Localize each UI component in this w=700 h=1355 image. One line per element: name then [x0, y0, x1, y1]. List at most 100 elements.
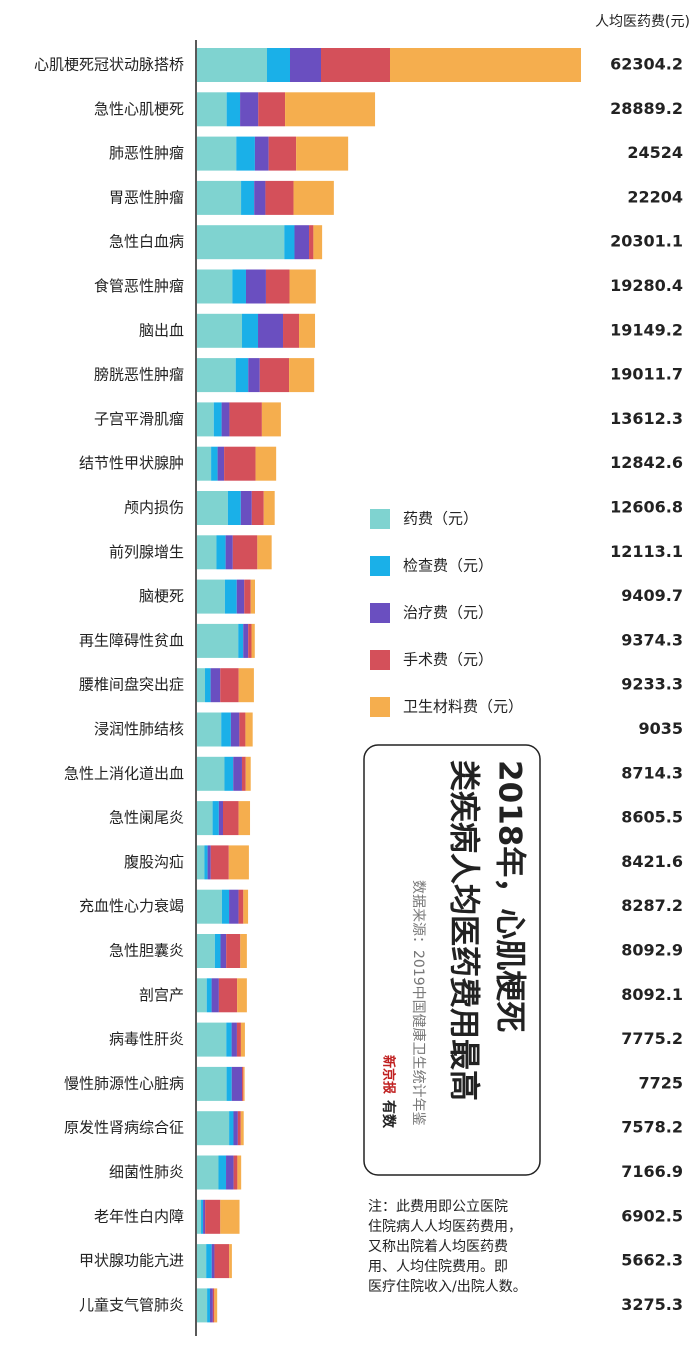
- category-label: 前列腺增生: [109, 543, 184, 561]
- logo: 新京报: [381, 1055, 397, 1095]
- category-label: 充血性心力衰竭: [79, 897, 184, 915]
- total-label: 62304.2: [610, 55, 683, 74]
- bar-segment: [224, 579, 237, 614]
- bar-segment: [197, 934, 215, 968]
- bar-segment: [233, 756, 242, 791]
- legend-label: 检查费（元）: [403, 557, 493, 575]
- bar-segment: [320, 48, 390, 82]
- bar-segment: [241, 756, 246, 791]
- bar-segment: [236, 136, 255, 171]
- bar-segment: [237, 1111, 241, 1146]
- bar-segment: [240, 1111, 244, 1146]
- bar-segment: [231, 1066, 243, 1101]
- logo: 有数: [380, 1100, 397, 1129]
- note-line: 用、人均住院费用。即: [368, 1259, 508, 1275]
- bar-segment: [268, 136, 297, 171]
- bar-segment: [203, 1199, 206, 1234]
- bar-segment: [389, 48, 581, 82]
- total-label: 7725: [638, 1073, 683, 1092]
- total-label: 8605.5: [621, 808, 683, 827]
- bar-segment: [266, 48, 290, 82]
- total-label: 9409.7: [621, 586, 683, 605]
- bar-segment: [236, 1022, 241, 1057]
- bar-segment: [214, 1244, 230, 1279]
- bar-segment: [237, 978, 247, 1013]
- bar-segment: [293, 180, 334, 215]
- legend-swatch: [370, 697, 390, 717]
- legend-swatch: [370, 556, 390, 576]
- bar-segment: [197, 1199, 202, 1234]
- bar-segment: [250, 579, 255, 614]
- bar-segment: [216, 535, 226, 570]
- bar-segment: [240, 1022, 245, 1057]
- bar-segment: [220, 668, 239, 703]
- bar-segment: [258, 313, 284, 348]
- bar-segment: [197, 845, 205, 880]
- total-label: 8287.2: [621, 896, 683, 915]
- bar-segment: [233, 1155, 238, 1190]
- bar-segment: [243, 889, 249, 924]
- total-label: 20301.1: [610, 232, 683, 251]
- bar-segment: [206, 1244, 212, 1279]
- category-label: 脑梗死: [139, 587, 184, 605]
- bar-segment: [226, 1066, 232, 1101]
- title-box: [363, 744, 541, 1176]
- bar-segment: [229, 1244, 232, 1279]
- total-label: 3275.3: [621, 1295, 683, 1314]
- bar-segment: [230, 712, 240, 747]
- bar-segment: [229, 1111, 234, 1146]
- bar-segment: [214, 1288, 218, 1323]
- total-label: 12606.8: [610, 498, 683, 517]
- bar-segment: [220, 1199, 240, 1234]
- bar-segment: [289, 269, 316, 304]
- bar-segment: [248, 358, 260, 393]
- bar-segment: [238, 623, 244, 658]
- bar-segment: [214, 934, 221, 968]
- category-label: 急性胆囊炎: [109, 942, 184, 960]
- category-label: 急性阑尾炎: [109, 809, 184, 827]
- bar-segment: [213, 402, 222, 437]
- bar-segment: [240, 934, 247, 968]
- bar-segment: [254, 180, 266, 215]
- total-label: 8714.3: [621, 763, 683, 782]
- note-line: 住院病人人均医药费用，: [368, 1219, 522, 1235]
- bar-segment: [197, 1155, 219, 1190]
- bar-segment: [218, 801, 223, 836]
- bar-segment: [284, 225, 295, 260]
- bar-segment: [209, 1288, 213, 1323]
- bar-segment: [236, 579, 245, 614]
- legend-label: 手术费（元）: [403, 651, 493, 669]
- bar-segment: [197, 358, 236, 393]
- category-label: 胃恶性肿瘤: [109, 188, 184, 206]
- bar-segment: [265, 180, 294, 215]
- total-label: 12113.1: [610, 542, 683, 561]
- bar-segment: [240, 92, 259, 127]
- bar-segment: [244, 579, 251, 614]
- bar-segment: [224, 446, 256, 481]
- bar-segment: [263, 491, 275, 525]
- bar-segment: [197, 1288, 208, 1323]
- bar-segment: [289, 358, 315, 393]
- category-label: 细菌性肺炎: [109, 1163, 184, 1181]
- bar-segment: [238, 889, 244, 924]
- bar-segment: [197, 92, 227, 127]
- bar-segment: [222, 801, 239, 836]
- bar-segment: [240, 491, 252, 525]
- bar-segment: [197, 579, 225, 614]
- bar-segment: [226, 92, 241, 127]
- bar-segment: [220, 934, 227, 968]
- bar-segment: [218, 978, 238, 1013]
- category-label: 急性白血病: [109, 233, 184, 251]
- bar-segment: [207, 1288, 210, 1323]
- bar-segment: [205, 1199, 221, 1234]
- category-label: 剖宫产: [139, 986, 184, 1004]
- bar-segment: [197, 269, 233, 304]
- total-label: 8421.6: [621, 852, 683, 871]
- category-label: 腹股沟疝: [124, 853, 184, 871]
- total-label: 6902.5: [621, 1206, 683, 1225]
- title-line: 2018年，心肌梗死: [492, 760, 528, 1032]
- bar-segment: [197, 402, 214, 437]
- bar-segment: [211, 978, 219, 1013]
- bar-segment: [211, 446, 218, 481]
- total-label: 22204: [627, 187, 683, 206]
